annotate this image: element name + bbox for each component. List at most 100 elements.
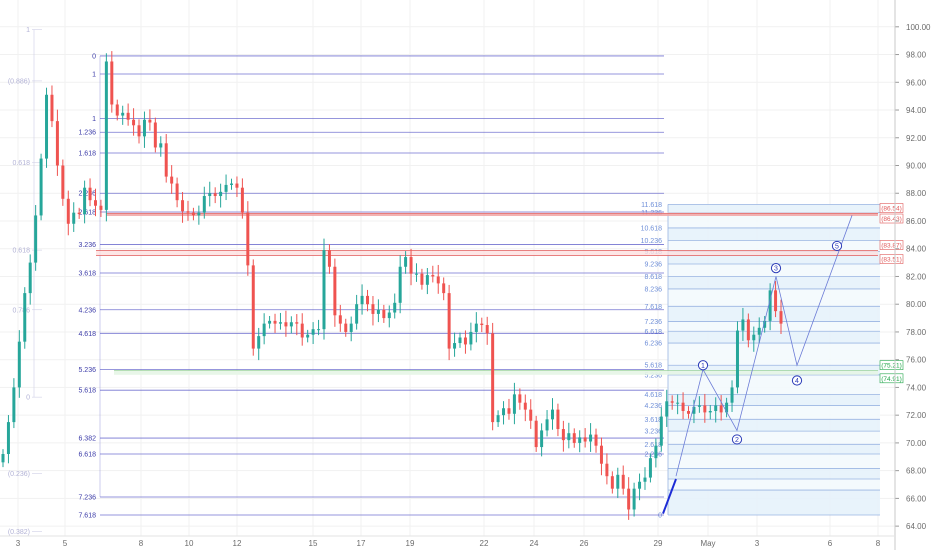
y-tick-label-6: 88.00 [906,189,927,198]
fib-right-label-10: 6.618 [644,329,662,336]
fib-right-band-7 [668,288,880,307]
candle-body-59 [322,250,326,330]
candle-body-80 [436,276,440,284]
candle-body-33 [181,200,185,212]
candle-body-106 [578,437,582,443]
candle-body-2 [12,387,16,423]
faded-fib-label-5: (0.236) [8,471,30,478]
candle-body-131 [714,405,718,412]
candle-body-77 [420,273,424,285]
candle-body-89 [485,325,489,334]
candle-body-68 [371,304,375,314]
fib-right-band-22 [668,490,880,516]
candle-body-63 [344,323,348,332]
price-box-label-4: (75.21) [881,363,902,370]
candle-body-6 [34,215,38,263]
candle-body-43 [235,183,239,188]
candle-body-102 [556,409,560,430]
candle-body-119 [648,458,652,478]
candle-body-9 [50,94,54,122]
candle-body-1 [6,422,10,455]
candle-body-0 [1,454,5,463]
fib-right-label-7: 8.236 [644,286,662,293]
wave-label-5: 5 [835,244,839,251]
fib-left-label-12: 5.618 [78,388,96,395]
candle-body-123 [670,401,674,403]
fib-left-label-8: 3.618 [78,271,96,278]
candle-body-83 [453,343,457,349]
candle-body-130 [708,411,712,413]
x-tick-label-10: 26 [580,539,589,548]
candle-body-101 [551,409,554,420]
candle-body-94 [512,394,516,414]
y-tick-label-5: 90.00 [906,162,927,171]
candle-body-14 [77,212,81,215]
candles-layer [1,51,783,520]
price-box-0 [879,203,904,213]
candle-body-97 [529,409,533,421]
fib-right-band-12 [668,365,880,375]
candle-body-139 [757,327,761,335]
candle-body-75 [409,257,413,274]
candle-body-67 [366,295,370,305]
candle-body-125 [681,402,685,412]
candle-body-90 [491,333,495,423]
candle-body-108 [589,434,593,442]
faded-fib-label-4: 0 [26,395,30,402]
candle-body-52 [284,322,288,327]
candle-body-91 [496,415,500,423]
price-box-1 [879,213,904,224]
candle-body-3 [17,341,21,388]
candle-body-26 [142,119,146,137]
candle-body-15 [83,187,87,215]
candle-body-79 [431,275,435,277]
fib-right-label-17: 3.236 [644,429,662,436]
candle-body-143 [779,311,783,324]
candle-body-40 [219,191,223,197]
fib-right-label-23: 0 [658,513,662,520]
candle-body-107 [583,437,587,442]
candle-body-39 [213,193,217,197]
candle-body-44 [240,187,244,213]
candle-body-23 [126,112,130,120]
x-tick-label-13: 3 [755,539,760,548]
candle-body-4 [23,293,27,342]
candle-body-120 [654,445,658,459]
faded-fib-label-7: 1 [26,27,30,34]
candle-body-20 [110,61,114,105]
fib-right-band-6 [668,276,880,289]
candle-body-69 [376,309,380,314]
candle-body-78 [425,275,429,285]
candle-body-13 [72,212,76,224]
price-box-label-5: (74.91) [881,376,902,383]
candle-body-113 [616,474,620,489]
candle-body-35 [191,212,195,216]
candle-body-12 [66,198,70,224]
fib-left-label-16: 7.618 [78,513,96,520]
wave-circle-3 [770,263,782,274]
fib-left-label-2: 1 [92,116,96,123]
x-tick-label-14: 6 [828,539,833,548]
candle-body-36 [197,212,201,216]
candle-body-133 [725,402,729,413]
candle-body-86 [469,331,473,345]
elliott-wave-projection [675,215,853,477]
candle-body-111 [605,463,609,477]
y-tick-label-13: 74.00 [906,383,927,392]
candle-body-16 [88,187,92,201]
candle-body-137 [746,319,750,341]
fib-right-label-5: 9.236 [644,261,662,268]
y-tick-label-4: 92.00 [906,134,927,143]
faded-fib-label-0: (0.886) [8,78,30,85]
candle-body-96 [523,402,527,410]
candle-body-124 [676,402,680,404]
candle-body-135 [735,330,739,388]
candle-body-64 [349,323,353,332]
candle-body-114 [621,474,625,489]
fib-left-label-14: 6.618 [78,452,96,459]
candle-body-8 [45,94,49,159]
candle-body-65 [355,304,359,324]
y-tick-label-18: 64.00 [906,522,927,531]
wave-label-3: 3 [774,266,778,273]
